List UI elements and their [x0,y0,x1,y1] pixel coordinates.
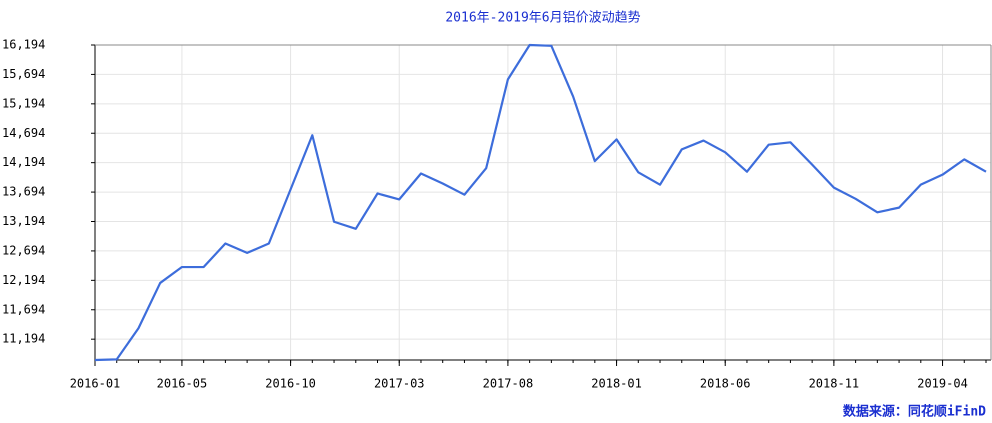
y-tick-label: 13,194 [2,214,45,228]
y-tick-label: 11,194 [2,332,45,346]
x-tick-label: 2016-01 [70,377,121,391]
x-tick-label: 2016-05 [157,377,208,391]
y-tick-label: 16,194 [2,38,45,52]
x-tick-label: 2018-01 [591,377,642,391]
x-tick-label: 2017-03 [374,377,425,391]
x-tick-label: 2019-04 [917,377,968,391]
x-tick-label: 2018-11 [809,377,860,391]
source-note: 数据来源：同花顺iFinD [843,404,986,420]
y-tick-label: 12,694 [2,243,45,257]
y-tick-label: 14,694 [2,126,45,140]
x-tick-label: 2017-08 [483,377,534,391]
y-tick-label: 13,694 [2,185,45,199]
x-tick-label: 2016-10 [265,377,316,391]
y-tick-label: 14,194 [2,155,45,169]
x-tick-label: 2018-06 [700,377,751,391]
y-tick-label: 11,694 [2,302,45,316]
chart-title: 2016年-2019年6月铝价波动趋势 [445,10,640,26]
price-line [94,43,987,362]
y-tick-label: 15,194 [2,96,45,110]
y-tick-label: 15,694 [2,67,45,81]
y-tick-label: 12,194 [2,273,45,287]
